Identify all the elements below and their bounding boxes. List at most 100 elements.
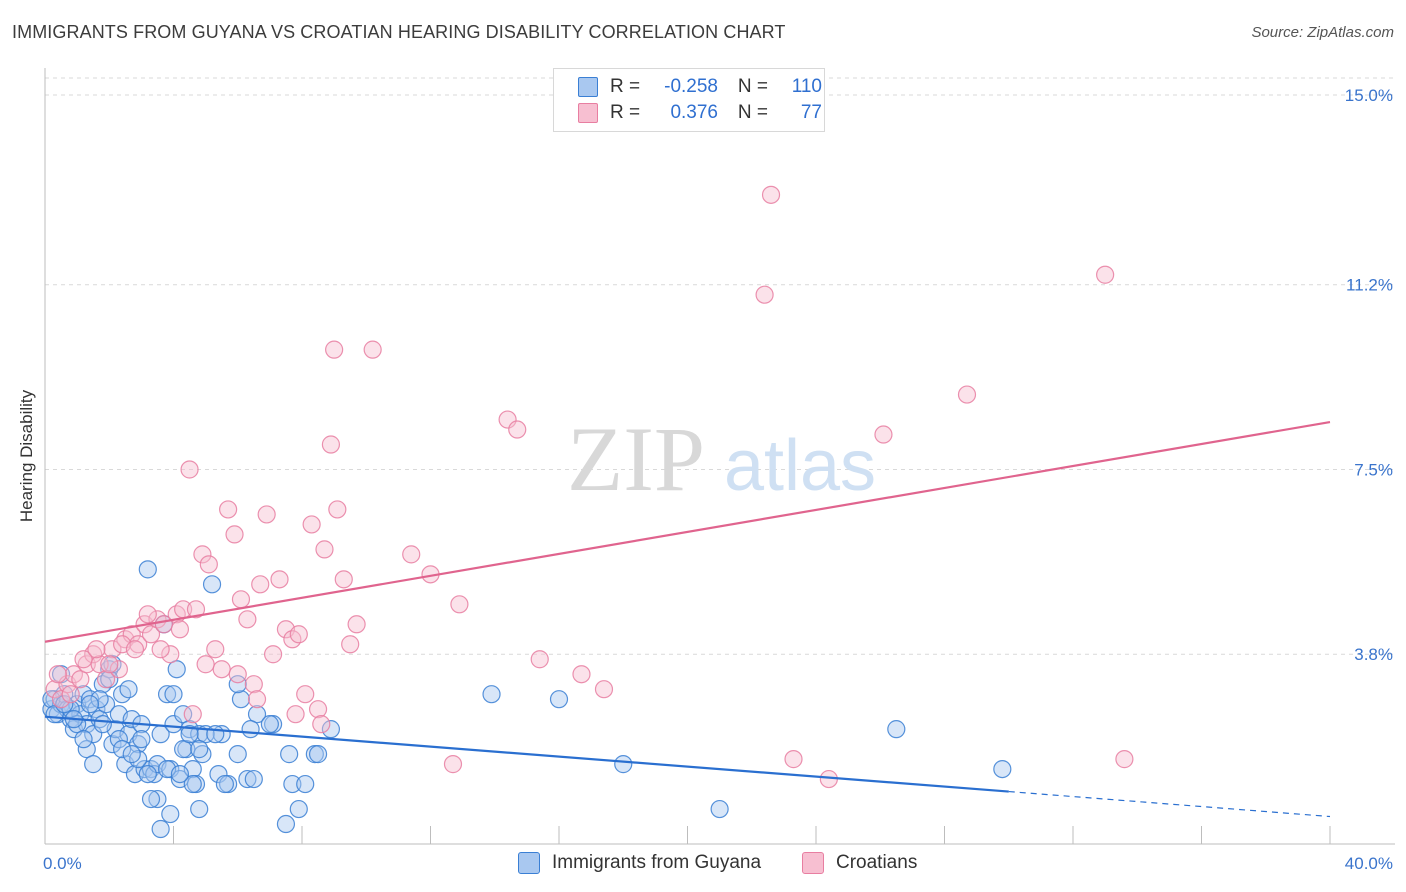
- point-croatian: [402, 545, 421, 564]
- point-guyana: [170, 764, 190, 784]
- legend-item-croatian: Croatians: [802, 852, 917, 874]
- point-guyana: [247, 705, 267, 724]
- x-tick-label-min: 0.0%: [43, 854, 82, 873]
- point-guyana: [148, 789, 167, 809]
- point-croatian: [755, 285, 774, 304]
- point-croatian: [100, 655, 119, 674]
- point-croatian: [957, 385, 977, 404]
- trend-lines: [44, 420, 1331, 818]
- point-croatian: [228, 665, 247, 684]
- point-guyana: [614, 755, 633, 774]
- point-croatian: [308, 700, 328, 719]
- point-guyana: [100, 660, 119, 679]
- point-guyana: [993, 759, 1012, 779]
- point-croatian: [103, 640, 122, 659]
- point-croatian: [170, 620, 190, 639]
- point-croatian: [443, 755, 463, 774]
- legend-item-guyana: Immigrants from Guyana: [518, 852, 761, 874]
- source-label: Source: ZipAtlas.com: [1251, 24, 1394, 41]
- point-guyana: [180, 725, 199, 744]
- point-guyana: [84, 755, 103, 774]
- point-croatian: [1096, 265, 1115, 284]
- point-croatian: [328, 500, 347, 519]
- point-croatian: [71, 670, 90, 689]
- swatch-croatian: [578, 103, 598, 123]
- tick-labels: 3.8% 7.5% 11.2% 15.0% 0.0% 40.0%: [43, 86, 1393, 873]
- n-value: 77: [800, 102, 822, 123]
- point-croatian: [263, 645, 283, 664]
- point-guyana: [206, 725, 225, 744]
- point-croatian: [257, 505, 276, 524]
- point-croatian: [151, 640, 170, 659]
- point-croatian: [289, 625, 308, 644]
- legend-label-croatian: Croatians: [836, 852, 918, 873]
- point-guyana: [174, 740, 193, 759]
- point-guyana: [138, 560, 157, 579]
- point-guyana: [112, 740, 132, 759]
- point-guyana: [482, 685, 501, 704]
- point-croatian: [341, 635, 360, 654]
- legend-label-guyana: Immigrants from Guyana: [552, 852, 762, 873]
- point-croatian: [231, 590, 251, 609]
- stats-row-guyana: R = -0.258 N = 110: [578, 75, 822, 99]
- point-croatian: [251, 575, 270, 594]
- point-guyana: [549, 690, 569, 709]
- point-croatian: [212, 660, 231, 679]
- point-guyana: [280, 745, 299, 764]
- point-croatian: [874, 425, 893, 444]
- n-label: N =: [737, 102, 768, 123]
- point-croatian: [247, 690, 267, 709]
- point-guyana: [887, 720, 906, 739]
- point-guyana: [238, 769, 257, 789]
- point-croatian: [244, 675, 263, 694]
- legend-swatch-croatian: [802, 852, 824, 874]
- point-guyana: [174, 705, 193, 724]
- point-croatian: [48, 665, 67, 684]
- point-guyana: [228, 675, 247, 694]
- point-guyana: [231, 690, 251, 709]
- trend-line-croatian: [44, 420, 1331, 643]
- y-axis-label: Hearing Disability: [17, 389, 36, 523]
- point-croatian: [74, 650, 93, 669]
- point-guyana: [241, 720, 260, 739]
- point-guyana: [132, 730, 151, 749]
- r-label: R =: [610, 102, 641, 123]
- n-value: 110: [791, 76, 822, 97]
- point-croatian: [315, 540, 334, 559]
- point-croatian: [141, 625, 161, 644]
- point-guyana: [167, 660, 186, 679]
- point-croatian: [498, 410, 517, 429]
- point-croatian: [312, 715, 331, 734]
- point-croatian: [296, 685, 315, 704]
- point-croatian: [302, 515, 321, 534]
- point-croatian: [347, 615, 366, 634]
- point-guyana: [84, 725, 103, 744]
- watermark-atlas: atlas: [724, 426, 876, 506]
- y-tick-label: 11.2%: [1346, 276, 1393, 295]
- point-guyana: [308, 745, 328, 764]
- point-guyana: [90, 690, 109, 709]
- point-guyana: [321, 720, 341, 739]
- point-croatian: [219, 500, 238, 519]
- stats-legend: R = -0.258 N = 110 R = 0.376 N = 77: [553, 68, 825, 132]
- point-croatian: [122, 625, 141, 644]
- point-guyana: [296, 774, 315, 794]
- point-croatian: [450, 595, 469, 614]
- point-croatian: [96, 670, 116, 689]
- point-guyana: [289, 799, 308, 819]
- point-croatian: [61, 685, 80, 704]
- point-croatian: [508, 420, 527, 439]
- point-croatian: [334, 570, 353, 589]
- point-croatian: [138, 605, 157, 624]
- point-croatian: [180, 460, 199, 479]
- point-croatian: [161, 645, 180, 664]
- trend-line-extension-guyana: [1008, 790, 1331, 818]
- point-guyana: [55, 695, 74, 714]
- grid-lines: [45, 77, 1395, 655]
- point-croatian: [270, 570, 289, 589]
- point-croatian: [594, 680, 614, 699]
- point-croatian: [784, 750, 803, 769]
- r-value: -0.258: [664, 76, 718, 97]
- point-croatian: [109, 660, 128, 679]
